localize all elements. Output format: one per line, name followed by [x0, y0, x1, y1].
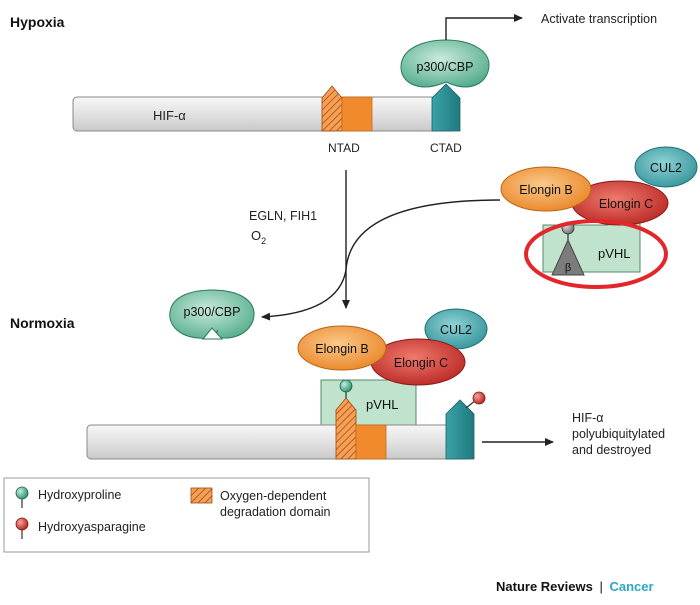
p300-cbp-bound-label: p300/CBP	[417, 60, 474, 74]
journal-credit: Nature Reviews | Cancer	[496, 579, 654, 594]
p300-cbp-released-label: p300/CBP	[184, 305, 241, 319]
legend-hydroxyproline-icon	[15, 486, 29, 508]
pvhl-label-bound: pVHL	[366, 397, 399, 412]
ctad-label: CTAD	[430, 141, 462, 155]
cul2-label-bound: CUL2	[440, 323, 472, 337]
hif-alpha-bar-hypoxia	[72, 96, 457, 132]
credit-journal: Nature Reviews	[496, 579, 593, 594]
legend-hydroxyasparagine-icon	[15, 517, 29, 539]
legend-hydroxyasparagine-label: Hydroxyasparagine	[38, 520, 146, 534]
legend-odd-line-1: Oxygen-dependent	[220, 489, 327, 503]
release-arrow	[261, 199, 501, 321]
elongin-c-label-free: Elongin C	[599, 197, 653, 211]
elongin-b-label-free: Elongin B	[519, 183, 573, 197]
legend-odd-line-2: degradation domain	[220, 505, 331, 519]
destroyed-label: HIF-α polyubiquitylated and destroyed	[572, 411, 669, 457]
hypoxia-title: Hypoxia	[10, 14, 65, 30]
credit-separator: |	[599, 579, 602, 594]
hif-alpha-label: HIF-α	[153, 108, 186, 123]
legend-hydroxyproline-label: Hydroxyproline	[38, 488, 121, 502]
hif-alpha-bar-normoxia	[86, 397, 475, 460]
legend-box	[3, 477, 370, 553]
oxygen-symbol: O	[251, 228, 261, 243]
normoxia-title: Normoxia	[10, 315, 75, 331]
oxygen-label: O2	[251, 228, 266, 246]
ntad-label: NTAD	[328, 141, 360, 155]
cul2-label-free: CUL2	[650, 161, 682, 175]
destroyed-line-2: polyubiquitylated	[572, 427, 665, 441]
beta-label: β	[565, 262, 571, 274]
hydroxyproline-marker	[339, 379, 353, 398]
destroyed-line-1: HIF-α	[572, 411, 604, 425]
destroyed-line-3: and destroyed	[572, 443, 651, 457]
activation-arrow	[445, 14, 523, 40]
elongin-c-label-bound: Elongin C	[394, 356, 448, 370]
legend-odd-swatch	[190, 487, 213, 504]
pvhl-highlight-ring	[524, 219, 668, 289]
p300-cbp-released	[169, 289, 255, 340]
credit-section: Cancer	[609, 579, 653, 594]
ctad-domain	[431, 83, 461, 132]
hydroxyasparagine-marker	[465, 391, 486, 409]
activate-transcription-label: Activate transcription	[541, 12, 657, 26]
pvhl-label-free: pVHL	[598, 246, 631, 261]
elongin-b-label-bound: Elongin B	[315, 342, 369, 356]
enzymes-label: EGLN, FIH1	[249, 209, 317, 223]
vhl-complex-free	[500, 146, 698, 276]
legend-odd-label: Oxygen-dependent degradation domain	[220, 489, 331, 519]
oxygen-subscript: 2	[261, 236, 266, 246]
ntad-domain	[321, 85, 373, 132]
elongin-cul2-bound	[297, 308, 488, 386]
